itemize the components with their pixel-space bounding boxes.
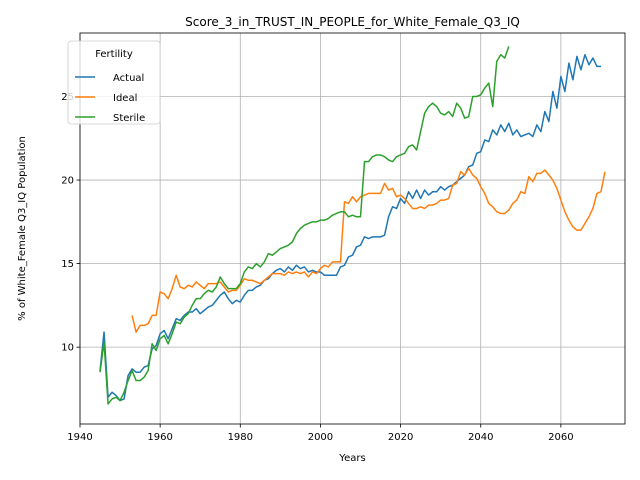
y-axis-label: % of White_Female Q3_IQ Population [17, 136, 28, 321]
x-tick-label: 1960 [147, 432, 172, 443]
legend: Fertility Actual Ideal Sterile [67, 40, 161, 125]
plot-frame [79, 32, 626, 425]
legend-entry: Actual [113, 73, 144, 84]
series-lines [99, 46, 606, 405]
x-tick-label: 2060 [548, 432, 573, 443]
series-line-actual [99, 53, 601, 402]
chart-title: Score_3_in_TRUST_IN_PEOPLE_for_White_Fem… [185, 15, 520, 29]
y-tick-label: 15 [61, 259, 74, 270]
y-tick-label: 10 [61, 343, 74, 354]
x-tick-label: 1940 [67, 432, 92, 443]
series-line-ideal [131, 167, 606, 333]
x-tick-label: 2000 [308, 432, 333, 443]
x-tick-label: 2040 [468, 432, 493, 443]
legend-title: Fertility [95, 49, 133, 60]
legend-entry: Sterile [113, 113, 145, 124]
legend-box [67, 40, 161, 125]
x-axis-label: Years [338, 453, 365, 464]
y-tick-label: 20 [61, 176, 74, 187]
legend-entry: Ideal [113, 93, 137, 104]
x-tick-label: 2020 [388, 432, 413, 443]
x-tick-label: 1980 [228, 432, 253, 443]
series-line-sterile [99, 46, 510, 405]
